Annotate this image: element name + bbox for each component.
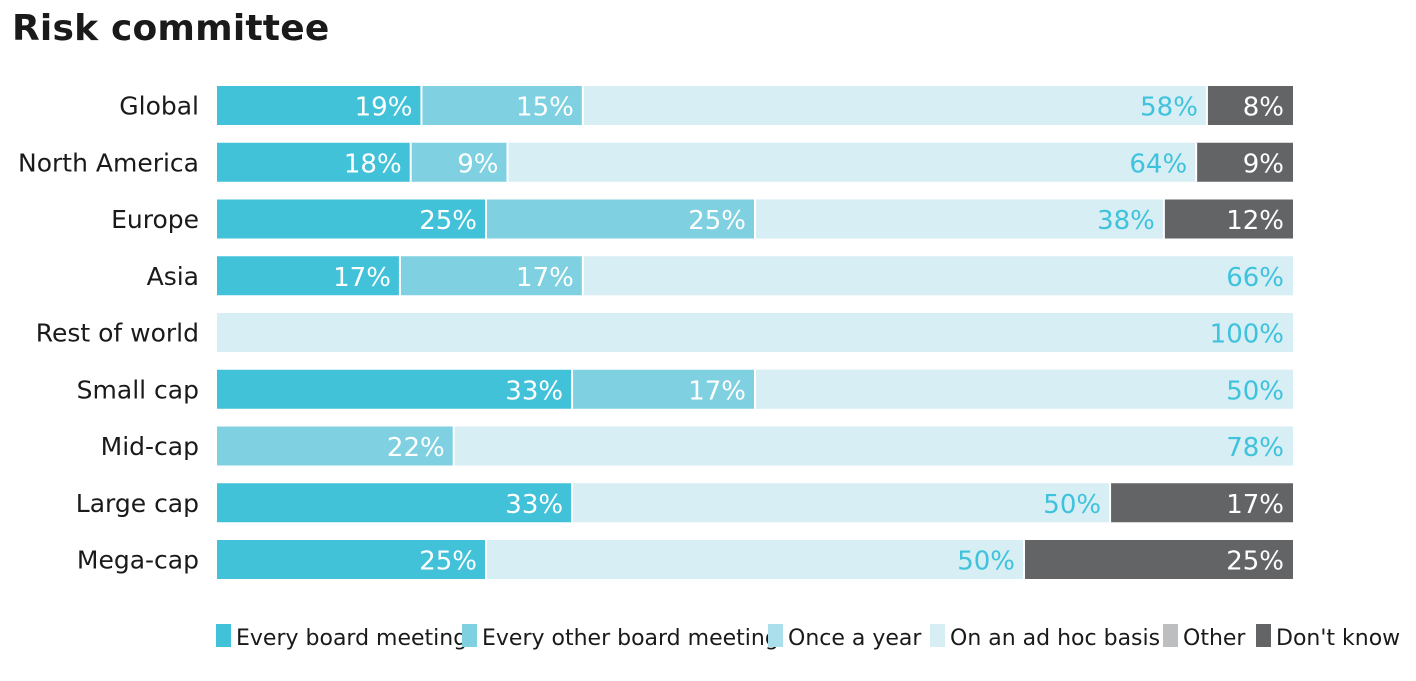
legend-label-once-a-year: Once a year	[788, 626, 922, 651]
data-label-mega-cap-don-t-know: 25%	[1226, 547, 1284, 577]
data-label-global-every-other-board-meeting: 15%	[516, 93, 574, 123]
segment-separator	[571, 483, 574, 523]
legend: Every board meeting Every other board mee…	[216, 624, 1400, 651]
segment-separator	[754, 369, 756, 409]
bar-segment-global-on-an-ad-hoc-basis	[582, 86, 1207, 125]
bar-segment-asia-every-board-meeting	[217, 256, 400, 296]
legend-swatch-every-board-meeting	[216, 624, 231, 647]
bar-segment-global-every-board-meeting	[217, 86, 422, 125]
segment-separator	[420, 86, 423, 125]
data-label-north-america-every-board-meeting: 18%	[344, 149, 402, 179]
category-label-mega-cap: Mega-cap	[77, 546, 199, 575]
segment-separator	[581, 86, 584, 125]
data-label-europe-on-an-ad-hoc-basis: 38%	[1097, 206, 1155, 236]
data-label-mid-cap-every-other-board-meeting: 22%	[387, 433, 445, 463]
bar-segment-rest-of-world-on-an-ad-hoc-basis	[217, 313, 1293, 352]
category-label-europe: Europe	[111, 205, 199, 234]
data-label-global-don-t-know: 8%	[1243, 93, 1284, 123]
segment-separator	[1162, 199, 1165, 239]
legend-swatch-don-t-know	[1256, 624, 1271, 647]
bar-segment-small-cap-every-other-board-meeting	[572, 369, 755, 409]
bar-segment-mega-cap-every-board-meeting	[217, 540, 486, 579]
legend-label-every-other-board-meeting: Every other board meeting	[482, 626, 779, 651]
legend-label-other: Other	[1183, 626, 1246, 651]
legend-swatch-once-a-year	[768, 624, 783, 647]
category-label-north-america: North America	[18, 148, 199, 177]
segment-separator	[1109, 483, 1112, 523]
segment-separator	[1023, 540, 1025, 579]
bar-segment-asia-every-other-board-meeting	[399, 256, 583, 296]
segment-separator	[485, 540, 487, 579]
data-label-large-cap-every-board-meeting: 33%	[505, 490, 563, 520]
segment-separator	[571, 369, 574, 409]
legend-swatch-other	[1163, 624, 1178, 647]
data-label-small-cap-on-an-ad-hoc-basis: 50%	[1226, 376, 1284, 406]
bar-segment-large-cap-on-an-ad-hoc-basis	[572, 483, 1111, 523]
segment-separator	[409, 142, 412, 182]
bar-segment-north-america-on-an-ad-hoc-basis	[507, 142, 1197, 182]
bar-segment-global-every-other-board-meeting	[421, 86, 583, 125]
bar-segment-europe-every-other-board-meeting	[486, 199, 755, 239]
bar-segment-europe-every-board-meeting	[217, 199, 486, 239]
bar-segment-small-cap-every-board-meeting	[217, 369, 573, 409]
segment-separator	[398, 256, 401, 296]
legend-swatch-on-an-ad-hoc-basis	[930, 624, 945, 647]
bar-segment-large-cap-every-board-meeting	[217, 483, 573, 523]
data-label-europe-don-t-know: 12%	[1226, 206, 1284, 236]
category-label-small-cap: Small cap	[77, 375, 199, 404]
segment-separator	[506, 142, 509, 182]
category-label-large-cap: Large cap	[76, 489, 199, 518]
bar-segment-north-america-every-board-meeting	[217, 142, 411, 182]
bar-segment-europe-don-t-know	[1163, 199, 1293, 239]
legend-swatch-every-other-board-meeting	[462, 624, 477, 647]
bar-segment-north-america-don-t-know	[1196, 142, 1293, 182]
data-label-europe-every-board-meeting: 25%	[419, 206, 477, 236]
bar-segment-asia-on-an-ad-hoc-basis	[582, 256, 1293, 296]
data-label-mid-cap-on-an-ad-hoc-basis: 78%	[1226, 433, 1284, 463]
bar-segment-mid-cap-every-other-board-meeting	[217, 426, 454, 466]
data-label-north-america-on-an-ad-hoc-basis: 64%	[1129, 149, 1187, 179]
bar-segment-large-cap-don-t-know	[1110, 483, 1293, 523]
segment-separator	[581, 256, 584, 296]
category-label-asia: Asia	[147, 262, 199, 291]
segment-separator	[1195, 142, 1198, 182]
bar-segment-north-america-every-other-board-meeting	[410, 142, 508, 182]
data-label-asia-every-other-board-meeting: 17%	[516, 263, 574, 293]
data-label-mega-cap-on-an-ad-hoc-basis: 50%	[957, 547, 1015, 577]
category-label-global: Global	[119, 92, 199, 121]
bar-segment-mega-cap-don-t-know	[1024, 540, 1293, 579]
data-label-north-america-don-t-know: 9%	[1243, 149, 1284, 179]
data-label-europe-every-other-board-meeting: 25%	[688, 206, 746, 236]
data-label-mega-cap-every-board-meeting: 25%	[419, 547, 477, 577]
chart-title: Risk committee	[12, 8, 330, 49]
category-label-rest-of-world: Rest of world	[36, 319, 199, 348]
data-label-small-cap-every-board-meeting: 33%	[505, 376, 563, 406]
data-label-rest-of-world-on-an-ad-hoc-basis: 100%	[1210, 320, 1284, 350]
bar-segment-mid-cap-on-an-ad-hoc-basis	[453, 426, 1294, 466]
category-label-mid-cap: Mid-cap	[101, 432, 199, 461]
segment-separator	[754, 199, 756, 239]
segment-separator	[452, 426, 455, 466]
data-label-global-every-board-meeting: 19%	[355, 93, 413, 123]
bar-segment-small-cap-on-an-ad-hoc-basis	[755, 369, 1293, 409]
data-label-north-america-every-other-board-meeting: 9%	[457, 149, 498, 179]
bar-segment-europe-on-an-ad-hoc-basis	[755, 199, 1164, 239]
segment-separator	[1205, 86, 1208, 125]
legend-label-on-an-ad-hoc-basis: On an ad hoc basis	[950, 626, 1160, 651]
bar-segment-global-don-t-know	[1206, 86, 1293, 125]
data-label-large-cap-don-t-know: 17%	[1226, 490, 1284, 520]
bars-group: Global 19% 15% 58% 8% North America 18% 9% 64% 9%…	[18, 86, 1294, 579]
legend-label-every-board-meeting: Every board meeting	[236, 626, 467, 651]
bar-segment-mega-cap-on-an-ad-hoc-basis	[486, 540, 1024, 579]
segment-separator	[485, 199, 487, 239]
data-label-asia-every-board-meeting: 17%	[333, 263, 391, 293]
data-label-small-cap-every-other-board-meeting: 17%	[688, 376, 746, 406]
data-label-large-cap-on-an-ad-hoc-basis: 50%	[1043, 490, 1101, 520]
data-label-global-on-an-ad-hoc-basis: 58%	[1140, 93, 1198, 123]
data-label-asia-on-an-ad-hoc-basis: 66%	[1226, 263, 1284, 293]
legend-label-don-t-know: Don't know	[1276, 626, 1400, 651]
